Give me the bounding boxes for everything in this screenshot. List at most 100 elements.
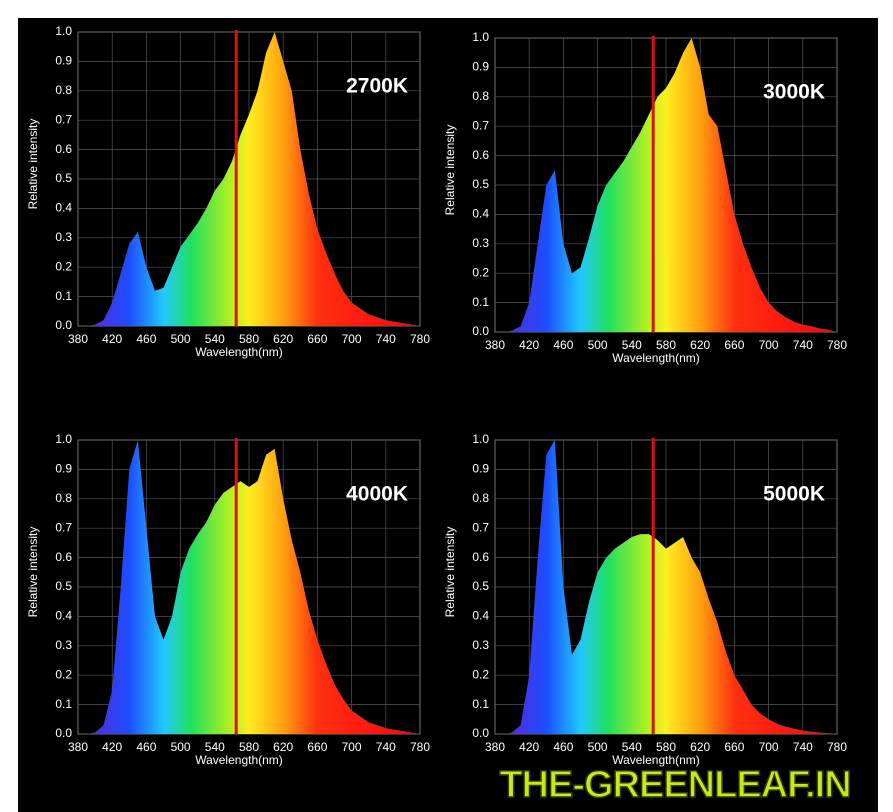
x-tick-label: 780 [827, 338, 847, 352]
y-tick-label: 1.0 [472, 432, 489, 446]
y-tick-label: 0.1 [472, 697, 489, 711]
x-tick-label: 420 [519, 740, 539, 754]
y-tick-label: 0.2 [472, 667, 489, 681]
y-tick-label: 0.9 [472, 60, 489, 74]
x-tick-label: 380 [68, 740, 88, 754]
y-tick-label: 0.2 [55, 259, 72, 273]
x-tick-label: 460 [136, 740, 156, 754]
chart-panel: 0.0 0.1 0.2 0.3 0.4 0.5 0.6 0.7 0.8 0.9 1.0 380 420 4… [26, 24, 430, 359]
x-tick-label: 420 [519, 338, 539, 352]
x-tick-label: 460 [136, 332, 156, 346]
annotation: 3000K [763, 81, 825, 104]
y-tick-label: 0.1 [55, 289, 72, 303]
y-tick-label: 0.7 [472, 118, 489, 132]
y-tick-label: 0.4 [472, 609, 489, 623]
x-tick-label: 740 [376, 740, 396, 754]
x-tick-label: 700 [759, 740, 779, 754]
y-tick-label: 0.3 [472, 236, 489, 250]
x-axis-label: Wavelength(nm) [612, 351, 700, 365]
x-tick-label: 420 [102, 332, 122, 346]
y-axis-label: Relative intensity [26, 119, 40, 210]
x-tick-label: 740 [793, 740, 813, 754]
y-tick-label: 0.6 [472, 148, 489, 162]
x-tick-label: 460 [553, 740, 573, 754]
y-tick-label: 0.1 [55, 697, 72, 711]
x-tick-label: 740 [376, 332, 396, 346]
y-tick-label: 0.4 [55, 201, 72, 215]
chart-panel: 0.0 0.1 0.2 0.3 0.4 0.5 0.6 0.7 0.8 0.9 1.0 380 420 4… [443, 432, 847, 767]
spectrum-area [78, 32, 420, 326]
x-tick-label: 780 [827, 740, 847, 754]
y-tick-label: 0.3 [55, 230, 72, 244]
y-tick-label: 0.7 [55, 520, 72, 534]
y-tick-label: 0.9 [55, 54, 72, 68]
x-tick-label: 380 [68, 332, 88, 346]
annotation: 2700K [346, 75, 408, 98]
x-tick-label: 620 [273, 740, 293, 754]
y-tick-label: 0.0 [55, 726, 72, 740]
y-axis-label: Relative intensity [443, 125, 457, 216]
x-axis-label: Wavelength(nm) [195, 753, 283, 767]
y-tick-label: 0.5 [472, 177, 489, 191]
y-tick-label: 0.8 [472, 491, 489, 505]
x-tick-label: 500 [588, 740, 608, 754]
chart-panel: 0.0 0.1 0.2 0.3 0.4 0.5 0.6 0.7 0.8 0.9 1.0 380 420 4… [26, 432, 430, 767]
x-tick-label: 500 [588, 338, 608, 352]
y-tick-label: 0.5 [55, 579, 72, 593]
y-tick-label: 0.7 [472, 520, 489, 534]
x-tick-label: 420 [102, 740, 122, 754]
x-tick-label: 580 [656, 740, 676, 754]
y-axis-label: Relative intensity [26, 527, 40, 618]
x-tick-label: 660 [307, 332, 327, 346]
y-tick-label: 0.8 [55, 491, 72, 505]
y-tick-label: 0.5 [472, 579, 489, 593]
y-tick-label: 0.2 [472, 265, 489, 279]
y-tick-label: 0.8 [55, 83, 72, 97]
y-tick-label: 1.0 [55, 432, 72, 446]
x-tick-label: 460 [553, 338, 573, 352]
x-tick-label: 500 [171, 332, 191, 346]
y-tick-label: 0.6 [472, 550, 489, 564]
x-axis-label: Wavelength(nm) [195, 345, 283, 359]
x-tick-label: 500 [171, 740, 191, 754]
y-tick-label: 1.0 [55, 24, 72, 38]
y-tick-label: 0.8 [472, 89, 489, 103]
y-tick-label: 0.7 [55, 112, 72, 126]
y-tick-label: 0.0 [472, 324, 489, 338]
y-tick-label: 0.1 [472, 295, 489, 309]
y-axis-label: Relative intensity [443, 527, 457, 618]
y-tick-label: 0.0 [55, 318, 72, 332]
y-tick-label: 1.0 [472, 30, 489, 44]
x-axis-label: Wavelength(nm) [612, 753, 700, 767]
y-tick-label: 0.9 [55, 462, 72, 476]
watermark: THE-GREENLEAF.IN [499, 764, 850, 806]
x-tick-label: 780 [410, 740, 430, 754]
chart-panel: 0.0 0.1 0.2 0.3 0.4 0.5 0.6 0.7 0.8 0.9 1.0 380 420 4… [443, 30, 847, 365]
x-tick-label: 660 [724, 740, 744, 754]
x-tick-label: 740 [793, 338, 813, 352]
x-tick-label: 780 [410, 332, 430, 346]
annotation: 5000K [763, 483, 825, 506]
x-tick-label: 540 [205, 332, 225, 346]
y-tick-label: 0.2 [55, 667, 72, 681]
x-tick-label: 700 [759, 338, 779, 352]
x-tick-label: 580 [239, 332, 259, 346]
y-tick-label: 0.5 [55, 171, 72, 185]
y-tick-label: 0.4 [472, 207, 489, 221]
x-tick-label: 620 [690, 338, 710, 352]
x-tick-label: 380 [485, 740, 505, 754]
x-tick-label: 380 [485, 338, 505, 352]
x-tick-label: 660 [307, 740, 327, 754]
x-tick-label: 620 [690, 740, 710, 754]
x-tick-label: 540 [205, 740, 225, 754]
y-tick-label: 0.3 [55, 638, 72, 652]
x-tick-label: 660 [724, 338, 744, 352]
x-tick-label: 620 [273, 332, 293, 346]
y-tick-label: 0.0 [472, 726, 489, 740]
spectrum-area [495, 440, 837, 734]
annotation: 4000K [346, 483, 408, 506]
y-tick-label: 0.6 [55, 550, 72, 564]
y-tick-label: 0.6 [55, 142, 72, 156]
spectrum-area [78, 440, 420, 734]
